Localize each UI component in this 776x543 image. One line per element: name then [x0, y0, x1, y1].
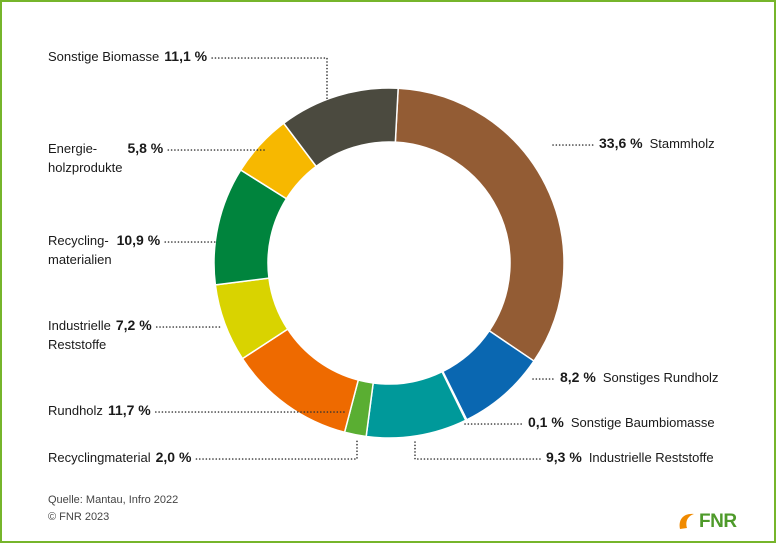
- category-label: Industrielle Reststoffe: [588, 450, 714, 465]
- category-label: Stammholz: [649, 136, 715, 151]
- slice-label: 33,6 % Stammholz: [599, 134, 715, 153]
- value-label: 10,9 %: [116, 232, 161, 248]
- source-text: Quelle: Mantau, Infro 2022: [48, 494, 179, 506]
- copyright-text: © FNR 2023: [48, 511, 110, 523]
- leader-line: [414, 441, 543, 460]
- donut-slice: [394, 87, 565, 363]
- value-label: 2,0 %: [155, 449, 192, 465]
- slice-label: Energie- holzprodukte 5,8 %: [48, 139, 163, 177]
- slice-label: Recyclingmaterial 2,0 %: [48, 448, 191, 467]
- category-label: Sonstiges Rundholz: [602, 370, 719, 385]
- value-label: 8,2 %: [560, 369, 596, 385]
- category-label: Rundholz: [48, 403, 103, 418]
- leader-line: [195, 438, 358, 460]
- category-label: Recycling- materialien: [48, 233, 112, 267]
- slice-label: Rundholz 11,7 %: [48, 401, 151, 420]
- logo-swirl: [679, 513, 694, 529]
- slice-label: 9,3 % Industrielle Reststoffe: [546, 448, 714, 467]
- logo: FNR: [699, 511, 737, 532]
- category-label: Recyclingmaterial: [48, 450, 151, 465]
- value-label: 5,8 %: [127, 140, 164, 156]
- slice-label: Sonstige Biomasse 11,1 %: [48, 47, 207, 66]
- donut-slice: [282, 87, 399, 168]
- slice-label: 0,1 % Sonstige Baumbiomasse: [528, 413, 715, 432]
- value-label: 33,6 %: [599, 135, 643, 151]
- category-label: Energie- holzprodukte: [48, 141, 123, 175]
- value-label: 7,2 %: [115, 317, 152, 333]
- leader-line: [211, 57, 328, 101]
- value-label: 11,7 %: [107, 402, 151, 418]
- slice-label: 8,2 % Sonstiges Rundholz: [560, 368, 718, 387]
- value-label: 0,1 %: [528, 414, 564, 430]
- value-label: 9,3 %: [546, 449, 582, 465]
- category-label: Industrielle Reststoffe: [48, 318, 111, 352]
- category-label: Sonstige Biomasse: [48, 49, 160, 64]
- category-label: Sonstige Baumbiomasse: [570, 415, 715, 430]
- slice-label: Recycling- materialien 10,9 %: [48, 231, 160, 269]
- value-label: 11,1 %: [164, 48, 208, 64]
- slice-label: Industrielle Reststoffe 7,2 %: [48, 316, 152, 354]
